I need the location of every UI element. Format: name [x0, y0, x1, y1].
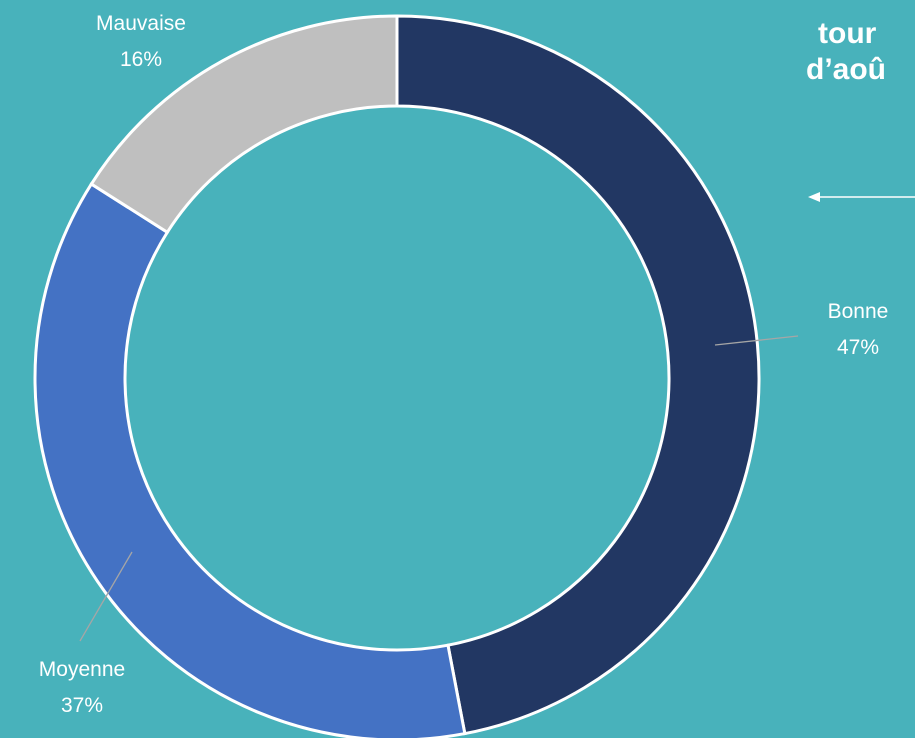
arrow-annotation: [808, 192, 915, 202]
data-labels: Bonne 47% Moyenne 37% Mauvaise 16%: [39, 12, 889, 717]
chart-title-line-1: tour: [818, 17, 877, 50]
data-label-category-bonne: Bonne: [828, 300, 889, 323]
data-label-category-mauvaise: Mauvaise: [96, 12, 186, 35]
slice-mauvaise: [89, 14, 399, 235]
data-label-value-bonne: 47%: [837, 336, 879, 359]
leader-line-moyenne: [79, 551, 133, 642]
chart-title-line-2: d’aoû: [806, 53, 886, 86]
leader-line-bonne: [714, 335, 799, 346]
donut-slices: [33, 14, 761, 738]
data-label-value-moyenne: 37%: [61, 694, 103, 717]
slice-moyenne: [33, 181, 467, 738]
slice-bonne: [395, 14, 761, 736]
data-label-category-moyenne: Moyenne: [39, 658, 125, 681]
data-label-value-mauvaise: 16%: [120, 48, 162, 71]
arrow-head: [808, 192, 820, 202]
label-leader-lines: [79, 335, 799, 642]
